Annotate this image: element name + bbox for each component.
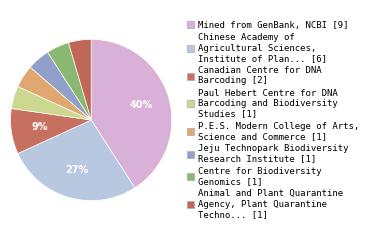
Wedge shape xyxy=(11,86,91,120)
Wedge shape xyxy=(30,52,91,120)
Text: 9%: 9% xyxy=(31,122,48,132)
Wedge shape xyxy=(18,67,91,120)
Legend: Mined from GenBank, NCBI [9], Chinese Academy of
Agricultural Sciences,
Institut: Mined from GenBank, NCBI [9], Chinese Ac… xyxy=(187,21,359,219)
Wedge shape xyxy=(11,108,91,154)
Wedge shape xyxy=(48,43,91,120)
Wedge shape xyxy=(18,120,135,201)
Text: 27%: 27% xyxy=(65,165,88,175)
Wedge shape xyxy=(91,39,172,188)
Text: 40%: 40% xyxy=(130,100,153,110)
Wedge shape xyxy=(68,39,91,120)
